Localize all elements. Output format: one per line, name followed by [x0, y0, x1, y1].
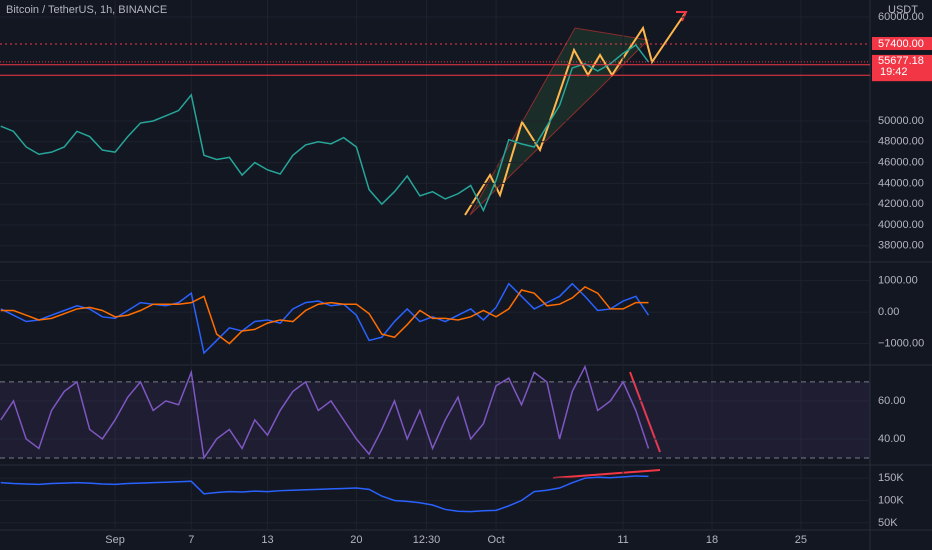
countdown: 19:42 — [880, 66, 908, 78]
y-tick-label: 42000.00 — [878, 198, 924, 210]
level-tag — [872, 36, 932, 50]
zigzag — [464, 11, 687, 216]
x-tick-label: 11 — [617, 534, 628, 546]
series-line — [0, 44, 650, 213]
x-tick-label: Sep — [105, 534, 125, 546]
y-tick-label: −1000.00 — [878, 337, 924, 349]
y-tick-label: 46000.00 — [878, 156, 924, 168]
y-tick-label: 0.00 — [878, 306, 899, 318]
x-tick-label: 7 — [188, 534, 194, 546]
rsi-band — [0, 381, 870, 458]
y-tick-label: 48000.00 — [878, 136, 924, 148]
y-tick-label: 50K — [878, 517, 898, 529]
series-line — [0, 285, 649, 345]
series-line — [0, 364, 650, 460]
x-tick-label: 25 — [795, 534, 807, 546]
currency: USDT — [888, 4, 918, 16]
level-label: 57400.00 — [878, 38, 924, 50]
y-tick-label: 1000.00 — [878, 274, 918, 286]
arrow-head — [676, 11, 688, 22]
y-tick-label: 150K — [878, 472, 904, 484]
x-tick-label: 13 — [261, 534, 273, 546]
y-tick-label: 100K — [878, 494, 904, 506]
chart-title: Bitcoin / TetherUS, 1h, BINANCE — [6, 4, 167, 16]
y-tick-label: 44000.00 — [878, 177, 924, 189]
obv-trendline — [552, 469, 661, 479]
x-tick-label: Oct — [488, 534, 505, 546]
last-price-label: 55677.18 — [878, 55, 924, 67]
y-tick-label: 40.00 — [878, 433, 906, 445]
y-tick-label: 40000.00 — [878, 219, 924, 231]
y-tick-label: 60000.00 — [878, 11, 924, 23]
y-tick-label: 50000.00 — [878, 115, 924, 127]
y-tick-label: 60.00 — [878, 395, 906, 407]
x-tick-label: 20 — [350, 534, 362, 546]
last-price-tag — [872, 54, 932, 79]
series-line — [0, 475, 649, 513]
x-tick-label: 18 — [706, 534, 718, 546]
y-tick-label: 38000.00 — [878, 240, 924, 252]
x-tick-label: 12:30 — [413, 534, 441, 546]
